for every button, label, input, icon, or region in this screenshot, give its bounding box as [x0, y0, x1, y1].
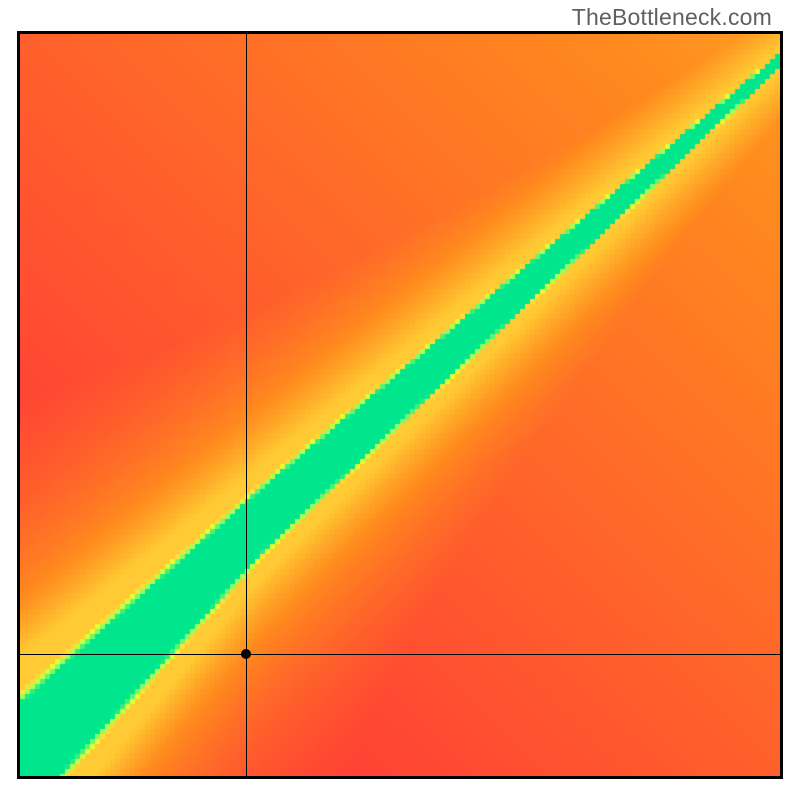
crosshair-vertical: [246, 34, 247, 776]
heatmap-plot: [20, 34, 780, 776]
chart-container: TheBottleneck.com: [0, 0, 800, 800]
crosshair-horizontal: [20, 654, 780, 655]
watermark-text: TheBottleneck.com: [572, 4, 772, 31]
heatmap-canvas: [20, 34, 780, 776]
